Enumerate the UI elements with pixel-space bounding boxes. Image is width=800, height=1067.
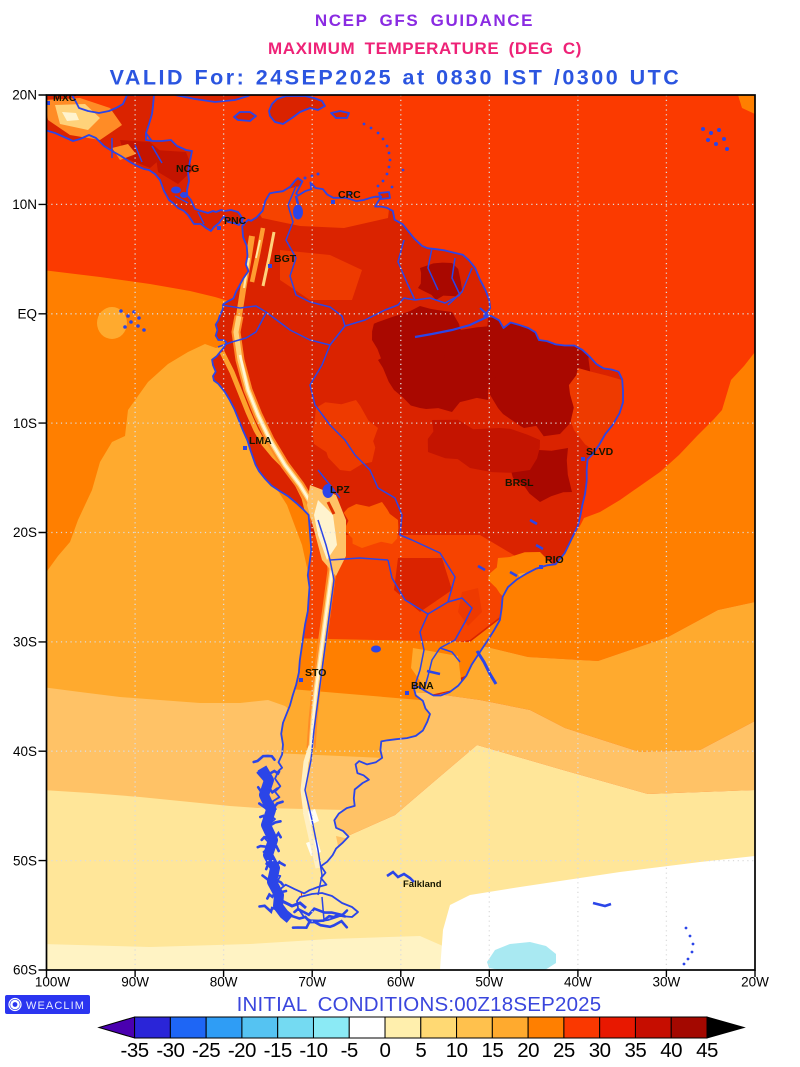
svg-text:CRC: CRC	[338, 189, 361, 201]
svg-text:50S: 50S	[13, 853, 37, 868]
svg-text:INITIAL CONDITIONS:00Z18SEP202: INITIAL CONDITIONS:00Z18SEP2025	[237, 993, 602, 1016]
svg-text:BNA: BNA	[411, 680, 434, 692]
svg-text:30W: 30W	[653, 975, 681, 990]
svg-text:RIO: RIO	[545, 554, 564, 566]
svg-text:-35: -35	[121, 1039, 149, 1062]
svg-text:40S: 40S	[13, 744, 37, 759]
svg-text:-30: -30	[156, 1039, 184, 1062]
svg-text:20N: 20N	[12, 88, 37, 103]
svg-text:35: 35	[624, 1039, 646, 1062]
svg-text:LPZ: LPZ	[330, 484, 350, 496]
svg-text:NCG: NCG	[176, 163, 199, 175]
svg-text:-20: -20	[228, 1039, 256, 1062]
svg-text:BGT: BGT	[274, 253, 297, 265]
svg-text:80W: 80W	[210, 975, 238, 990]
svg-text:PNC: PNC	[224, 215, 247, 227]
svg-text:20: 20	[517, 1039, 539, 1062]
svg-text:5: 5	[415, 1039, 426, 1062]
svg-text:60W: 60W	[387, 975, 415, 990]
svg-text:WEACLIM: WEACLIM	[26, 1000, 85, 1012]
svg-text:15: 15	[481, 1039, 503, 1062]
svg-text:30S: 30S	[13, 635, 37, 650]
svg-text:EQ: EQ	[17, 306, 37, 321]
svg-text:30: 30	[589, 1039, 611, 1062]
svg-text:20S: 20S	[13, 525, 37, 540]
svg-text:-10: -10	[299, 1039, 327, 1062]
svg-text:40: 40	[660, 1039, 682, 1062]
svg-text:10: 10	[446, 1039, 468, 1062]
svg-text:MAXIMUM TEMPERATURE (DEG C): MAXIMUM TEMPERATURE (DEG C)	[268, 39, 582, 58]
svg-text:-25: -25	[192, 1039, 220, 1062]
svg-text:40W: 40W	[564, 975, 592, 990]
svg-text:Falkland: Falkland	[403, 879, 442, 890]
svg-text:BRSL: BRSL	[505, 477, 534, 489]
svg-text:SLVD: SLVD	[586, 446, 614, 458]
svg-text:0: 0	[380, 1039, 391, 1062]
svg-text:STO: STO	[305, 667, 326, 679]
svg-text:45: 45	[696, 1039, 718, 1062]
svg-text:60S: 60S	[13, 963, 37, 978]
svg-text:10N: 10N	[12, 197, 37, 212]
svg-text:VALID For: 24SEP2025 at 0830 I: VALID For: 24SEP2025 at 0830 IST /0300 U…	[110, 66, 682, 90]
svg-text:NCEP GFS GUIDANCE: NCEP GFS GUIDANCE	[315, 11, 534, 30]
svg-text:LMA: LMA	[249, 435, 272, 447]
svg-text:100W: 100W	[35, 975, 71, 990]
svg-text:70W: 70W	[298, 975, 326, 990]
svg-text:MXC: MXC	[53, 92, 77, 104]
svg-text:20W: 20W	[741, 975, 769, 990]
svg-text:50W: 50W	[475, 975, 503, 990]
svg-text:-15: -15	[264, 1039, 292, 1062]
svg-text:25: 25	[553, 1039, 575, 1062]
svg-text:-5: -5	[341, 1039, 358, 1062]
svg-text:10S: 10S	[13, 416, 37, 431]
svg-text:90W: 90W	[121, 975, 149, 990]
